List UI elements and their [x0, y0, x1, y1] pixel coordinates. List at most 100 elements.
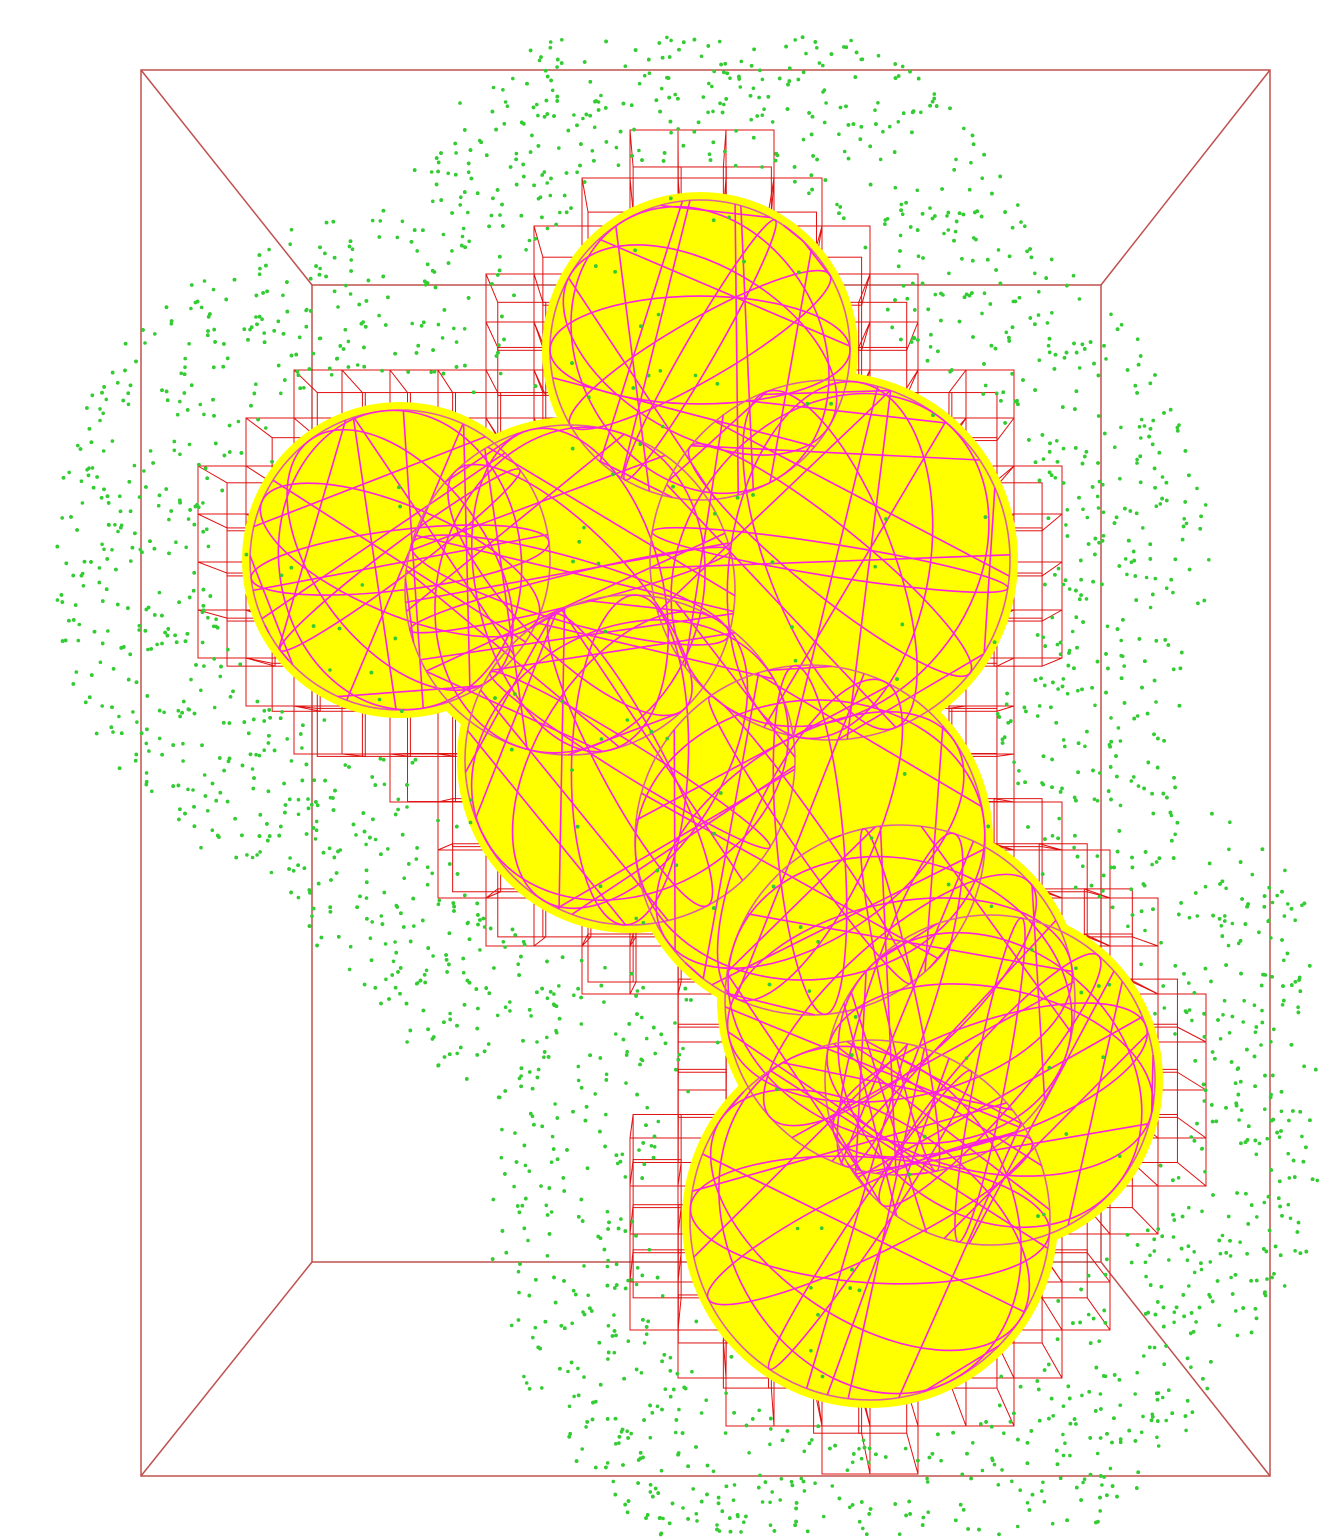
point [393, 940, 397, 944]
point [91, 485, 96, 490]
point [475, 1053, 480, 1057]
point [1314, 1067, 1318, 1072]
point [874, 1452, 878, 1457]
point [545, 996, 550, 1000]
point [516, 1318, 521, 1322]
point [414, 351, 419, 355]
point [1300, 1134, 1304, 1139]
point [1172, 1320, 1176, 1325]
point [402, 876, 407, 880]
point [1075, 1485, 1079, 1490]
point [446, 261, 451, 265]
point [76, 638, 81, 643]
point [528, 1070, 532, 1074]
point [501, 940, 506, 944]
point [957, 319, 962, 324]
point [143, 341, 147, 345]
point [1055, 1337, 1060, 1341]
point [634, 994, 638, 998]
point [405, 783, 409, 787]
point [461, 970, 466, 975]
point [694, 1512, 699, 1516]
point [164, 487, 168, 491]
point [1254, 1152, 1259, 1157]
point [208, 594, 213, 598]
point [288, 242, 293, 246]
point [557, 984, 561, 988]
point [567, 1404, 572, 1409]
point [178, 452, 182, 457]
point [837, 211, 841, 215]
voxel-edge [629, 933, 634, 947]
point [1171, 1178, 1175, 1182]
point [138, 547, 143, 552]
point [727, 215, 731, 220]
point [545, 112, 550, 116]
point [1046, 343, 1051, 348]
box-edge [1100, 1261, 1271, 1477]
point [997, 1532, 1001, 1537]
point [423, 980, 428, 985]
point [224, 297, 228, 302]
point [569, 206, 573, 210]
chord [856, 1016, 1143, 1179]
point [193, 504, 198, 509]
point [126, 402, 131, 407]
point [365, 880, 369, 884]
point [542, 1055, 546, 1059]
point [496, 1095, 501, 1100]
point [439, 151, 443, 155]
point [810, 187, 814, 192]
point [527, 1169, 532, 1173]
point [1016, 1437, 1020, 1442]
point [1104, 357, 1108, 361]
point [620, 1427, 625, 1432]
point [623, 1286, 628, 1291]
point [604, 1112, 608, 1117]
chord [756, 672, 983, 808]
point [1081, 507, 1085, 512]
point [110, 439, 115, 443]
point [402, 925, 406, 929]
point [544, 1203, 549, 1208]
chord [464, 614, 554, 773]
point [1220, 879, 1225, 884]
point [322, 718, 327, 722]
point [552, 992, 556, 996]
point [100, 704, 104, 708]
chord [353, 416, 516, 657]
chord [934, 960, 937, 964]
point [111, 730, 115, 734]
point [192, 522, 197, 527]
point [1033, 460, 1038, 465]
point [671, 484, 675, 489]
point [1173, 785, 1177, 790]
point [1000, 1468, 1004, 1472]
voxel [1083, 888, 1133, 938]
point [545, 181, 549, 185]
point [467, 239, 472, 244]
box-edge [140, 1261, 313, 1477]
point [876, 101, 880, 105]
point [649, 1144, 654, 1148]
point [669, 196, 673, 201]
point [554, 222, 558, 227]
point [660, 1294, 665, 1298]
point [264, 263, 268, 268]
point [779, 1477, 784, 1481]
point [1040, 433, 1045, 437]
point [644, 1332, 649, 1336]
meridian [707, 695, 913, 985]
chord [766, 665, 832, 672]
point [898, 233, 903, 238]
chord [567, 711, 682, 756]
point [598, 884, 603, 888]
point [773, 158, 778, 163]
point [833, 1443, 837, 1448]
chord [839, 840, 975, 1165]
point [1055, 439, 1059, 443]
point [450, 249, 454, 253]
point [77, 622, 82, 627]
point [276, 363, 281, 368]
point [1097, 1339, 1101, 1343]
